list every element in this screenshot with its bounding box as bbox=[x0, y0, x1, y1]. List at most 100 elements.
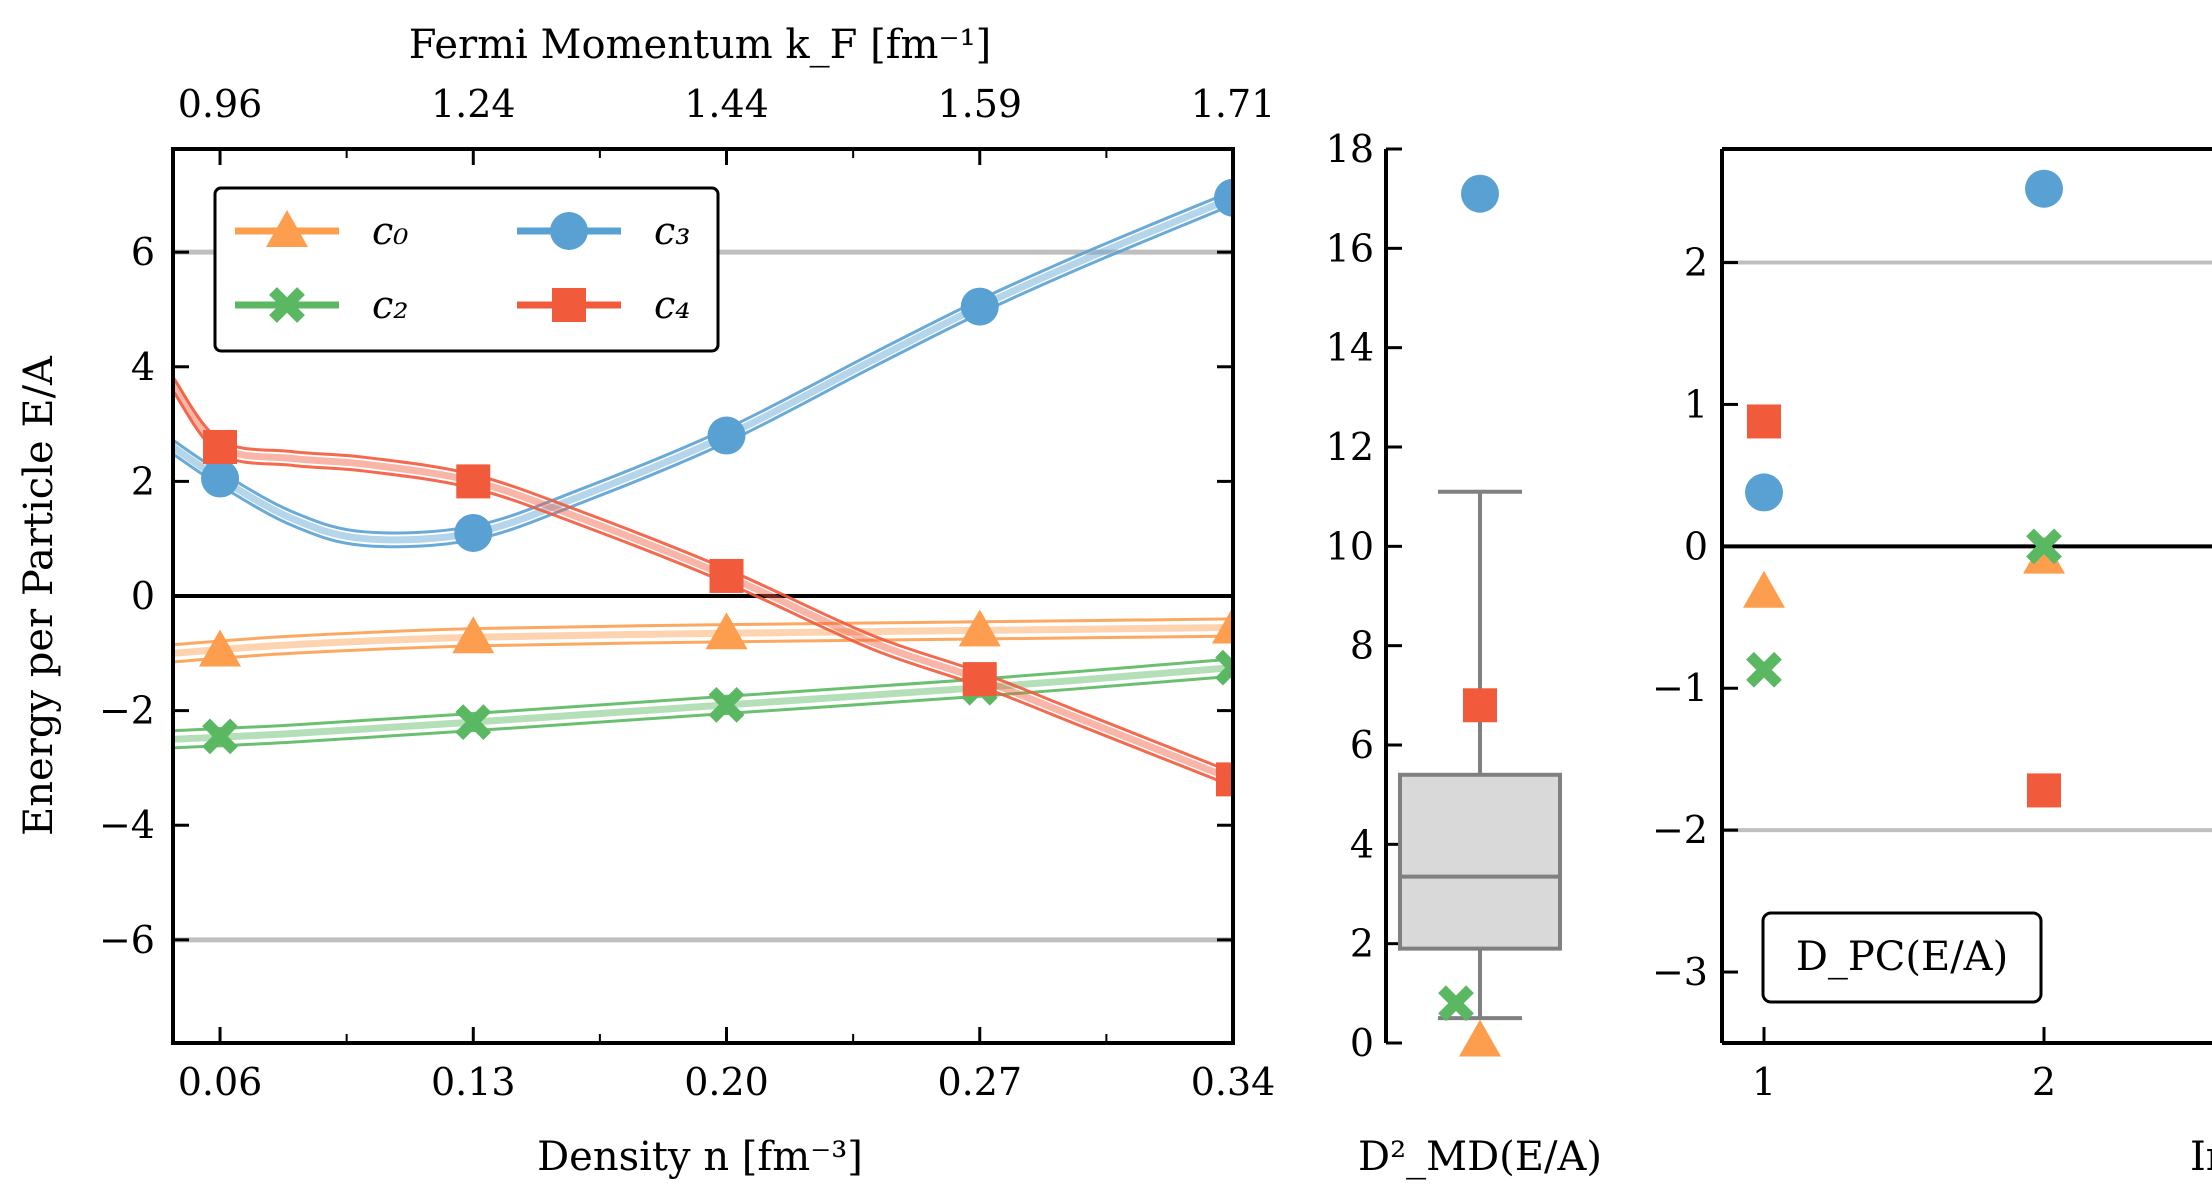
point-c0-3-shape bbox=[958, 609, 1001, 647]
md-point-c0-shape bbox=[1459, 1019, 1501, 1057]
point-c3-0-shape bbox=[201, 459, 240, 498]
top-axis-title: Fermi Momentum k_F [fm⁻¹] bbox=[409, 22, 991, 68]
point-c4-4 bbox=[1216, 762, 1233, 797]
point-c0-4 bbox=[1212, 606, 1233, 644]
legend-marker-c2 bbox=[269, 287, 305, 323]
md-point-c4-shape bbox=[1463, 688, 1497, 723]
series-line-c2 bbox=[173, 664, 1233, 743]
pc-point-c0-1-shape bbox=[2023, 536, 2065, 574]
point-c3-3-shape bbox=[960, 287, 999, 326]
legend-marker-c3 bbox=[550, 212, 588, 250]
md-y-tick-label-9: 18 bbox=[1326, 127, 1374, 171]
point-c3-0 bbox=[201, 459, 240, 498]
point-c4-0 bbox=[203, 430, 238, 464]
pc-x-tick-label-0: 1 bbox=[1752, 1060, 1776, 1104]
md-point-c4 bbox=[1463, 688, 1497, 723]
point-c2-2-shape bbox=[708, 686, 745, 723]
pc-point-c0-0 bbox=[1743, 570, 1785, 608]
legend-marker-c3-shape bbox=[550, 212, 588, 250]
md-y-tick-label-5: 10 bbox=[1326, 524, 1374, 568]
md-point-c0 bbox=[1459, 1019, 1501, 1057]
legend: c₀ c₂ c₃ c₄ bbox=[213, 186, 720, 353]
x-tick-label-3: 0.27 bbox=[937, 1060, 1022, 1104]
md-point-c3-shape bbox=[1461, 174, 1499, 213]
band-upper-c3 bbox=[173, 189, 1233, 535]
x-tick-label-2: 0.20 bbox=[684, 1060, 769, 1104]
md-box bbox=[1398, 772, 1562, 951]
legend-label-c2: c₂ bbox=[372, 283, 409, 327]
x-axis-title: Density n [fm⁻³] bbox=[537, 1134, 863, 1180]
y-tick-label-3: 0 bbox=[131, 574, 155, 618]
pc-y-tick-label-4: 1 bbox=[1684, 382, 1708, 426]
series-line-c0 bbox=[173, 624, 1233, 657]
pc-y-tick-label-3: 0 bbox=[1684, 524, 1708, 568]
point-c0-0-shape bbox=[199, 629, 242, 667]
point-c2-4 bbox=[1215, 649, 1233, 686]
md-y-tick-label-1: 2 bbox=[1350, 922, 1374, 966]
md-y-tick-label-7: 14 bbox=[1326, 326, 1374, 370]
x-tick-label-0: 0.06 bbox=[178, 1060, 263, 1104]
pc-point-c2-1 bbox=[2026, 528, 2062, 565]
pc-annotation: D_PC(E/A) bbox=[1796, 934, 2008, 980]
md-y-tick-label-3: 6 bbox=[1350, 723, 1374, 767]
x-tick-label-1: 0.13 bbox=[431, 1060, 516, 1104]
pc-point-c4-0 bbox=[1747, 404, 1781, 439]
band-upper-c0 bbox=[173, 617, 1233, 647]
point-c3-4 bbox=[1214, 178, 1233, 217]
band-lower-c4 bbox=[173, 389, 1233, 788]
point-c2-2 bbox=[708, 686, 745, 723]
point-c4-3 bbox=[962, 662, 997, 697]
pc-point-c0-0-shape bbox=[1743, 570, 1785, 608]
pc-annotation-box bbox=[1761, 911, 2043, 1004]
legend-label-c3: c₃ bbox=[654, 209, 691, 253]
point-c4-3-shape bbox=[962, 662, 997, 697]
pc-y-tick-label-2: −1 bbox=[1652, 666, 1708, 710]
pc-y-tick-label-1: −2 bbox=[1652, 808, 1708, 852]
y-tick-label-2: −2 bbox=[99, 689, 155, 733]
md-y-tick-label-8: 16 bbox=[1326, 226, 1374, 270]
top-x-tick-label-1: 1.24 bbox=[431, 82, 516, 126]
legend-label-c4: c₄ bbox=[654, 283, 691, 327]
point-c0-2 bbox=[705, 612, 748, 650]
point-c3-3 bbox=[960, 287, 999, 326]
md-y-tick-label-2: 4 bbox=[1350, 822, 1374, 866]
point-c4-2 bbox=[709, 558, 744, 593]
point-c0-1 bbox=[452, 616, 495, 654]
point-c4-4-shape bbox=[1216, 762, 1233, 797]
pc-y-tick-label-0: −3 bbox=[1652, 950, 1708, 994]
point-c3-1-shape bbox=[454, 513, 493, 552]
md-point-c2 bbox=[1438, 985, 1474, 1022]
point-c3-4-shape bbox=[1214, 178, 1233, 217]
point-c4-0-shape bbox=[203, 430, 238, 464]
pc-point-c2-0 bbox=[1746, 651, 1782, 688]
plot-area bbox=[173, 178, 1233, 943]
pc-point-c0-1 bbox=[2023, 536, 2065, 574]
y-tick-label-4: 2 bbox=[131, 459, 155, 503]
pc-x-tick-label-1: 2 bbox=[2032, 1060, 2056, 1104]
y-tick-label-5: 4 bbox=[131, 345, 155, 389]
point-c4-2-shape bbox=[709, 558, 744, 593]
x-tick-label-4: 0.34 bbox=[1191, 1060, 1276, 1104]
legend-label-c0: c₀ bbox=[372, 209, 409, 253]
y-tick-label-6: 6 bbox=[131, 230, 155, 274]
band-upper-c4 bbox=[173, 376, 1233, 774]
pc-point-c3-1 bbox=[2025, 169, 2063, 208]
pc-point-c4-1 bbox=[2027, 773, 2061, 808]
y-axis-title: Energy per Particle E/A bbox=[16, 355, 62, 836]
y-tick-label-0: −6 bbox=[99, 918, 155, 962]
md-box-panel: 0 2 4 6 8 10 12 14 16 18 bbox=[1326, 127, 1562, 1065]
energy-panel: −6 −4 −2 0 2 4 6 0.06 0.96 0.13 1.24 0.20 1.44 0.27 1.… bbox=[99, 82, 1275, 1104]
series-line-c4 bbox=[173, 381, 1233, 783]
legend-marker-c0-shape bbox=[266, 210, 308, 247]
series-line-c3 bbox=[173, 194, 1233, 544]
top-x-tick-label-0: 0.96 bbox=[178, 82, 263, 126]
point-c2-1-shape bbox=[455, 704, 492, 740]
point-c2-0 bbox=[202, 718, 238, 755]
pc-panel: −3 −2 −1 0 1 2 1 2 D_PC(E/A) bbox=[1652, 147, 2212, 1104]
top-x-tick-label-3: 1.59 bbox=[937, 82, 1022, 126]
point-c4-1 bbox=[456, 464, 491, 499]
pc-y-tick-label-5: 2 bbox=[1684, 241, 1708, 285]
legend-marker-c4-shape bbox=[552, 288, 586, 322]
point-c0-3 bbox=[958, 609, 1001, 647]
